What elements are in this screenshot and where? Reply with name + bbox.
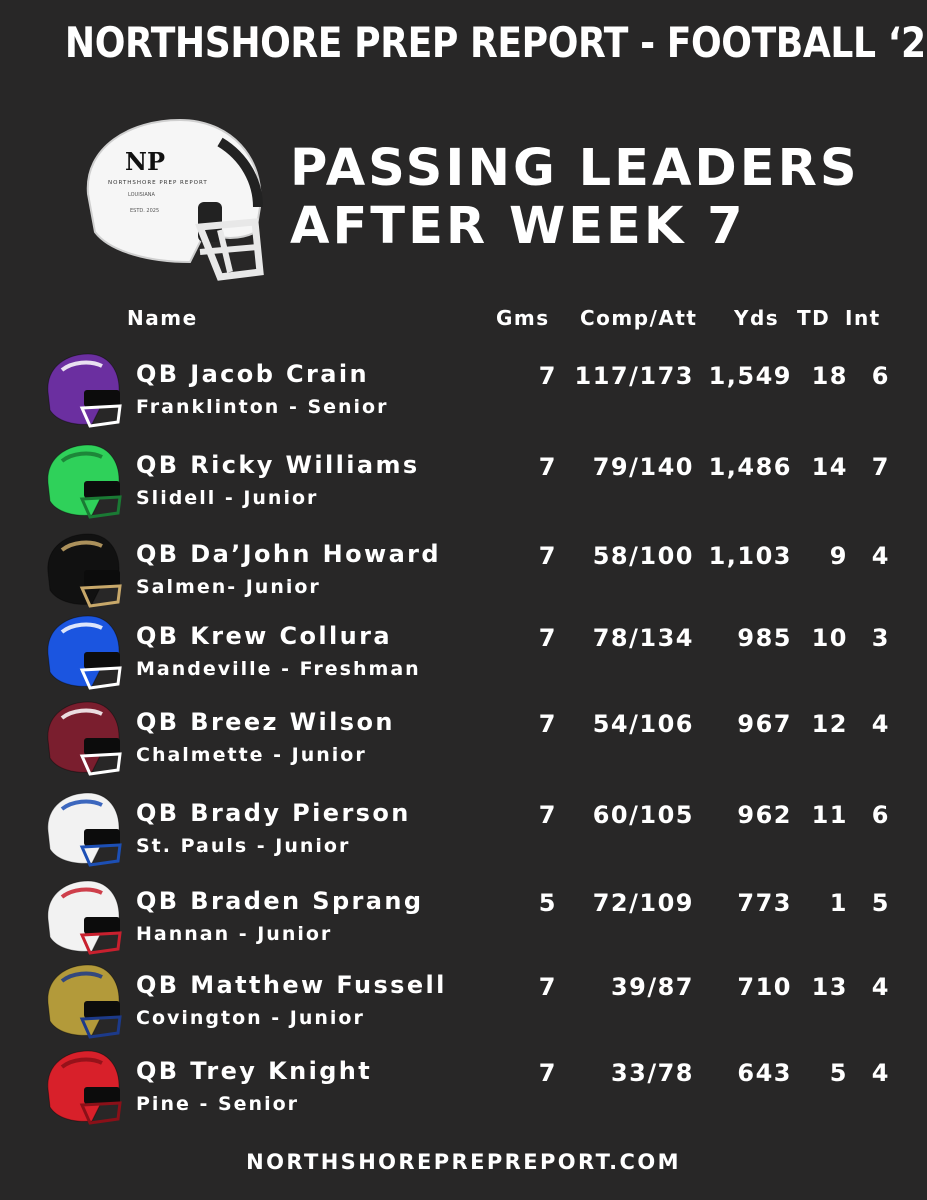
column-header-int: Int (845, 306, 881, 330)
banner-title: NORTHSHORE PREP REPORT - FOOTBALL ‘25 (64, 18, 927, 67)
brand-helmet-logo: NP NORTHSHORE PREP REPORT LOUISIANA ESTD… (86, 118, 264, 281)
stat-td: 14 (811, 453, 848, 481)
stat-comp-att: 79/140 (592, 453, 694, 481)
stat-yards: 967 (737, 710, 792, 738)
team-helmet-icon (47, 615, 122, 690)
player-name: QB Krew Collura (136, 622, 392, 650)
player-name: QB Ricky Williams (136, 451, 420, 479)
table-row: QB Brady Pierson St. Pauls - Junior 7 60/10… (0, 789, 927, 871)
column-header-games: Gms (496, 306, 550, 330)
stat-int: 4 (871, 710, 890, 738)
column-header-comp-att: Comp/Att (580, 306, 698, 330)
stat-int: 5 (871, 889, 890, 917)
stat-comp-att: 39/87 (610, 973, 694, 1001)
stat-games: 7 (538, 801, 557, 829)
table-row: QB Krew Collura Mandeville - Freshman 7 78/… (0, 612, 927, 694)
stat-int: 6 (871, 801, 890, 829)
stat-td: 18 (811, 362, 848, 390)
team-helmet-icon (47, 701, 122, 776)
table-row: QB Breez Wilson Chalmette - Junior 7 54/106… (0, 698, 927, 780)
player-school-class: St. Pauls - Junior (136, 835, 351, 857)
stat-td: 5 (829, 1059, 848, 1087)
player-name: QB Matthew Fussell (136, 971, 447, 999)
stat-td: 10 (811, 624, 848, 652)
headline: PASSING LEADERS AFTER WEEK 7 (290, 140, 860, 256)
stat-yards: 643 (737, 1059, 792, 1087)
stat-yards: 1,103 (708, 542, 792, 570)
column-header-name: Name (127, 306, 198, 330)
stat-games: 7 (538, 362, 557, 390)
player-name: QB Trey Knight (136, 1057, 373, 1085)
player-school-class: Franklinton - Senior (136, 396, 389, 418)
logo-state: LOUISIANA (128, 192, 155, 198)
logo-est: ESTD. 2025 (130, 208, 159, 214)
table-row: QB Ricky Williams Slidell - Junior 7 79/140… (0, 441, 927, 523)
stat-games: 7 (538, 710, 557, 738)
stat-games: 7 (538, 973, 557, 1001)
stat-int: 6 (871, 362, 890, 390)
team-helmet-icon (47, 353, 122, 428)
stat-games: 7 (538, 453, 557, 481)
team-helmet-icon (47, 964, 122, 1039)
stat-games: 7 (538, 542, 557, 570)
logo-letters: NP (125, 147, 165, 176)
stat-int: 4 (871, 973, 890, 1001)
stat-td: 13 (811, 973, 848, 1001)
player-school-class: Pine - Senior (136, 1093, 299, 1115)
stat-comp-att: 78/134 (592, 624, 694, 652)
stat-int: 4 (871, 542, 890, 570)
stat-comp-att: 58/100 (592, 542, 694, 570)
headline-line-1: PASSING LEADERS (290, 139, 860, 198)
stat-comp-att: 33/78 (610, 1059, 694, 1087)
stat-comp-att: 117/173 (574, 362, 694, 390)
stat-td: 11 (811, 801, 848, 829)
table-row: QB Braden Sprang Hannan - Junior 5 72/109 77… (0, 877, 927, 959)
player-name: QB Braden Sprang (136, 887, 424, 915)
column-header-yards: Yds (734, 306, 780, 330)
team-helmet-icon (47, 444, 122, 519)
stat-int: 3 (871, 624, 890, 652)
player-school-class: Slidell - Junior (136, 487, 319, 509)
stat-yards: 962 (737, 801, 792, 829)
column-header-td: TD (797, 306, 831, 330)
player-name: QB Jacob Crain (136, 360, 369, 388)
stat-games: 5 (538, 889, 557, 917)
team-helmet-icon (47, 533, 122, 608)
stat-games: 7 (538, 624, 557, 652)
stat-int: 7 (871, 453, 890, 481)
player-school-class: Chalmette - Junior (136, 744, 367, 766)
stat-comp-att: 54/106 (592, 710, 694, 738)
table-row: QB Matthew Fussell Covington - Junior 7 39/… (0, 961, 927, 1043)
team-helmet-icon (47, 880, 122, 955)
stat-yards: 1,549 (708, 362, 792, 390)
player-school-class: Covington - Junior (136, 1007, 365, 1029)
headline-line-2: AFTER WEEK 7 (290, 197, 746, 256)
logo-text: NORTHSHORE PREP REPORT (108, 180, 208, 186)
table-row: QB Da’John Howard Salmen- Junior 7 58/100 1,… (0, 530, 927, 612)
table-row: QB Trey Knight Pine - Senior 7 33/78 643 5 4 (0, 1047, 927, 1129)
stat-comp-att: 60/105 (592, 801, 694, 829)
website-footer: NORTHSHOREPREPREPORT.COM (246, 1150, 681, 1174)
stat-td: 12 (811, 710, 848, 738)
stat-int: 4 (871, 1059, 890, 1087)
table-row: QB Jacob Crain Franklinton - Senior 7 117/1… (0, 350, 927, 432)
stat-td: 1 (829, 889, 848, 917)
stat-yards: 985 (737, 624, 792, 652)
player-school-class: Hannan - Junior (136, 923, 333, 945)
player-school-class: Mandeville - Freshman (136, 658, 421, 680)
player-name: QB Brady Pierson (136, 799, 411, 827)
stat-games: 7 (538, 1059, 557, 1087)
stat-yards: 773 (737, 889, 792, 917)
player-name: QB Breez Wilson (136, 708, 395, 736)
player-school-class: Salmen- Junior (136, 576, 321, 598)
stat-td: 9 (829, 542, 848, 570)
player-name: QB Da’John Howard (136, 540, 441, 568)
stat-comp-att: 72/109 (592, 889, 694, 917)
team-helmet-icon (47, 1050, 122, 1125)
team-helmet-icon (47, 792, 122, 867)
stat-yards: 710 (737, 973, 792, 1001)
stat-yards: 1,486 (708, 453, 792, 481)
